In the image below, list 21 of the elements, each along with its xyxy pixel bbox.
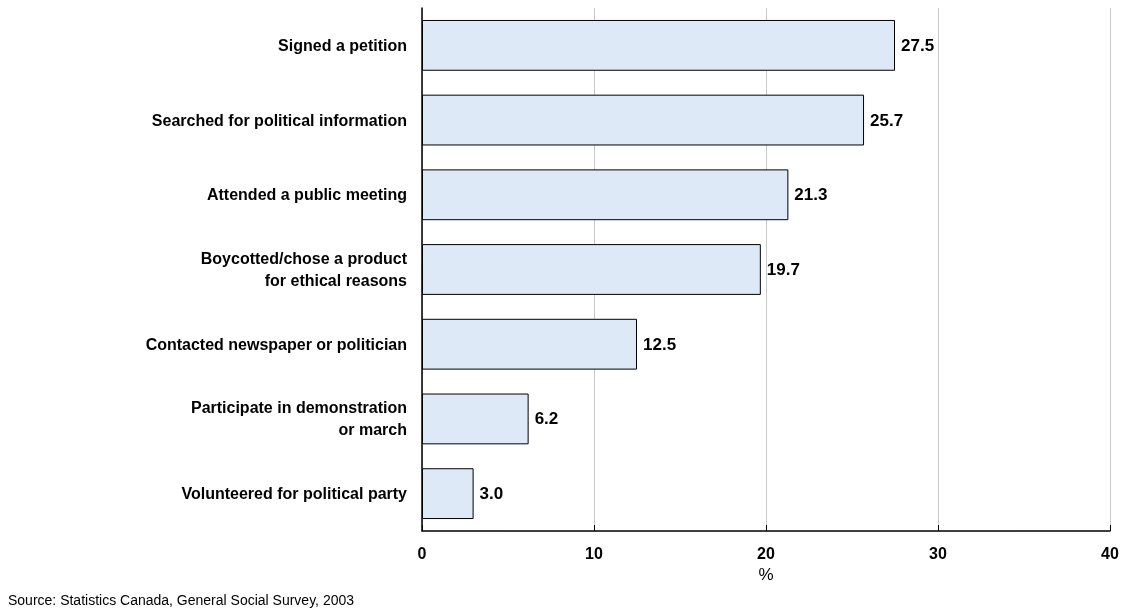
y-tick-label: Participate in demonstration or march <box>190 399 407 439</box>
x-tick-label: 30 <box>929 544 947 562</box>
data-label: 27.5 <box>901 35 935 55</box>
data-label: 12.5 <box>643 334 677 354</box>
data-label: 6.2 <box>534 409 559 429</box>
y-tick-label: Signed a petition <box>278 36 407 54</box>
x-tick-label: 20 <box>757 544 775 562</box>
x-tick-label: 40 <box>1101 544 1119 562</box>
x-axis-title: % <box>758 564 774 584</box>
x-tick-label: 10 <box>585 544 603 562</box>
y-tick-label: Volunteered for political party <box>181 485 408 503</box>
y-tick-label: Contacted newspaper or politician <box>145 335 407 353</box>
y-tick-label: Attended a public meeting <box>206 186 407 204</box>
data-label: 25.7 <box>870 110 904 130</box>
data-label: 19.7 <box>766 260 800 279</box>
source-note: Source: Statistics Canada, General Social Survey, 2003 <box>8 592 355 608</box>
data-label: 21.3 <box>794 185 828 205</box>
y-tick-label: Searched for political information <box>151 111 407 129</box>
y-tick-label: Boycotted/chose a product for ethical reasons <box>200 250 408 289</box>
data-label: 3.0 <box>479 484 504 504</box>
x-tick-label: 0 <box>417 544 427 562</box>
